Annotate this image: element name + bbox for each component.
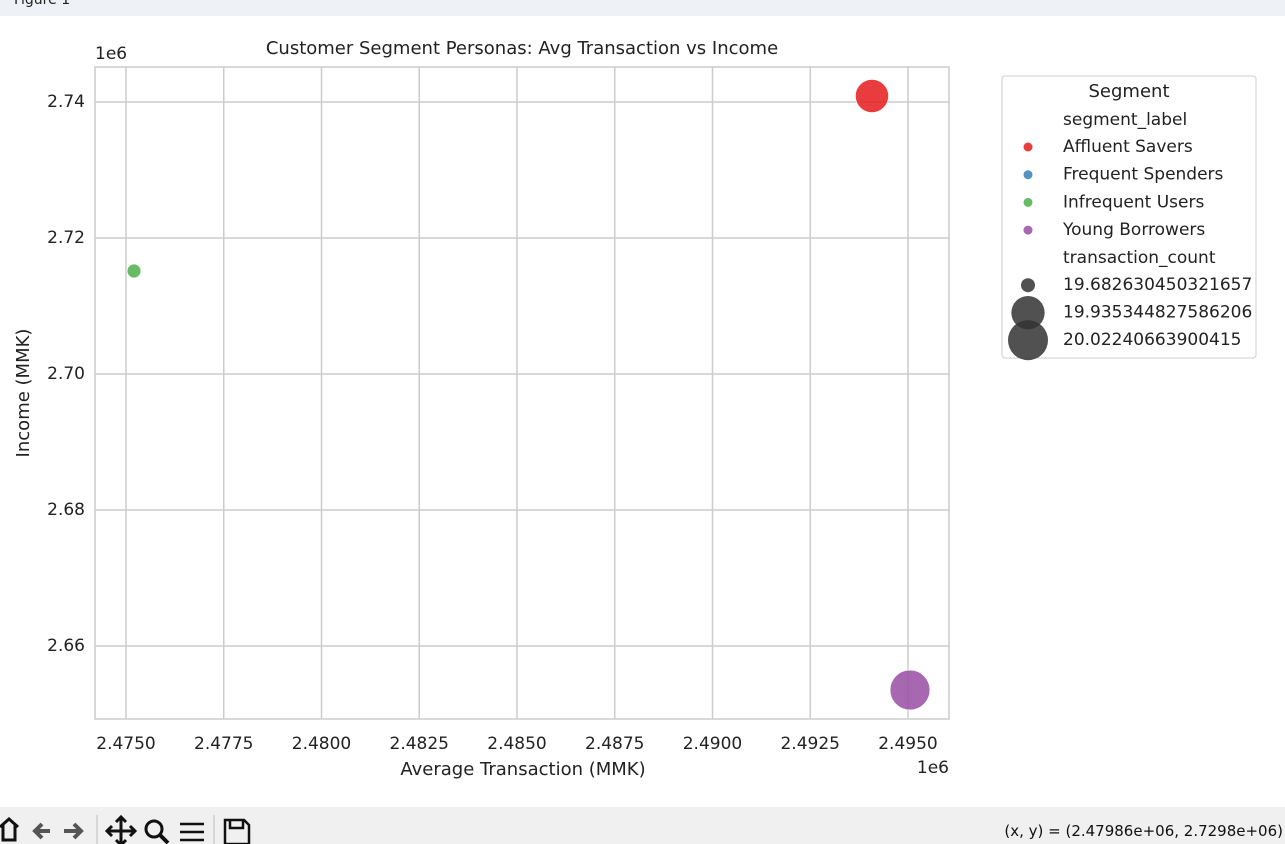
y-tick-label: 2.72 — [47, 228, 85, 248]
legend-label: Infrequent Users — [1063, 192, 1204, 212]
legend-size-marker — [1008, 320, 1048, 361]
y-offset-label: 1e6 — [95, 44, 127, 64]
point — [126, 263, 142, 279]
pan-button[interactable] — [104, 814, 138, 844]
legend-size-label: 20.02240663900415 — [1063, 330, 1241, 350]
y-tick-label: 2.70 — [47, 364, 85, 384]
y-tick-label: 2.66 — [47, 636, 85, 656]
zoom-button[interactable] — [144, 819, 164, 839]
forward-button[interactable] — [64, 822, 84, 840]
toolbar: (x, y) = (2.47986e+06, 2.7298e+06) — [0, 807, 1285, 844]
legend-label: Young Borrowers — [1062, 220, 1205, 240]
legend-subtitle: transaction_count — [1063, 248, 1216, 268]
y-tick-label: 2.68 — [47, 500, 85, 520]
chart-title: Customer Segment Personas: Avg Transacti… — [266, 38, 778, 59]
plot-area — [94, 66, 950, 720]
legend-label: Frequent Spenders — [1063, 165, 1224, 185]
legend-size-label: 19.682630450321657 — [1063, 275, 1252, 295]
x-offset-label: 1e6 — [917, 758, 949, 778]
legend-size-marker — [1021, 278, 1035, 293]
x-tick-label: 2.4925 — [780, 734, 839, 754]
x-tick-label: 2.4750 — [96, 734, 155, 754]
legend-size-marker — [1011, 296, 1045, 330]
legend-marker — [1023, 142, 1033, 152]
x-tick-label: 2.4950 — [878, 734, 937, 754]
legend-box — [1001, 75, 1257, 359]
x-tick-label: 2.4850 — [487, 734, 546, 754]
status-text: (x, y) = (2.47986e+06, 2.7298e+06) — [1004, 822, 1283, 840]
legend-subtitle: segment_label — [1063, 110, 1187, 130]
save-button[interactable] — [223, 818, 251, 844]
point — [889, 669, 931, 711]
x-tick-label: 2.4900 — [683, 734, 742, 754]
toolbar-icons — [0, 814, 251, 844]
legend-title: Segment — [1089, 81, 1170, 102]
x-axis-label: Average Transaction (MMK) — [400, 759, 645, 780]
y-tick-label: 2.74 — [47, 92, 85, 112]
x-tick-label: 2.4825 — [390, 734, 449, 754]
legend: Segment segment_label Affluent Savers Frequ… — [1008, 81, 1252, 361]
x-tick-label: 2.4775 — [194, 734, 253, 754]
title-bar: Figure 1 — [0, 0, 1285, 16]
x-tick-label: 2.4875 — [585, 734, 644, 754]
configure-button[interactable] — [180, 822, 204, 842]
legend-marker — [1023, 170, 1033, 180]
legend-marker — [1023, 225, 1033, 235]
points — [126, 78, 931, 711]
legend-size-label: 19.935344827586206 — [1063, 303, 1252, 323]
window-title: Figure 1 — [14, 0, 71, 8]
point — [854, 78, 890, 114]
zoom-handle — [158, 833, 170, 844]
figure: Customer Segment Personas: Avg Transacti… — [13, 38, 1257, 780]
back-button[interactable] — [32, 822, 50, 840]
x-tick-label: 2.4800 — [292, 734, 351, 754]
home-button[interactable] — [0, 816, 19, 842]
legend-marker — [1023, 197, 1033, 207]
grid: 2.4750 2.4775 2.4800 2.4825 2.4850 2.4875 2.49… — [47, 67, 949, 754]
y-axis-label: Income (MMK) — [13, 329, 34, 458]
legend-label: Affluent Savers — [1063, 137, 1193, 157]
